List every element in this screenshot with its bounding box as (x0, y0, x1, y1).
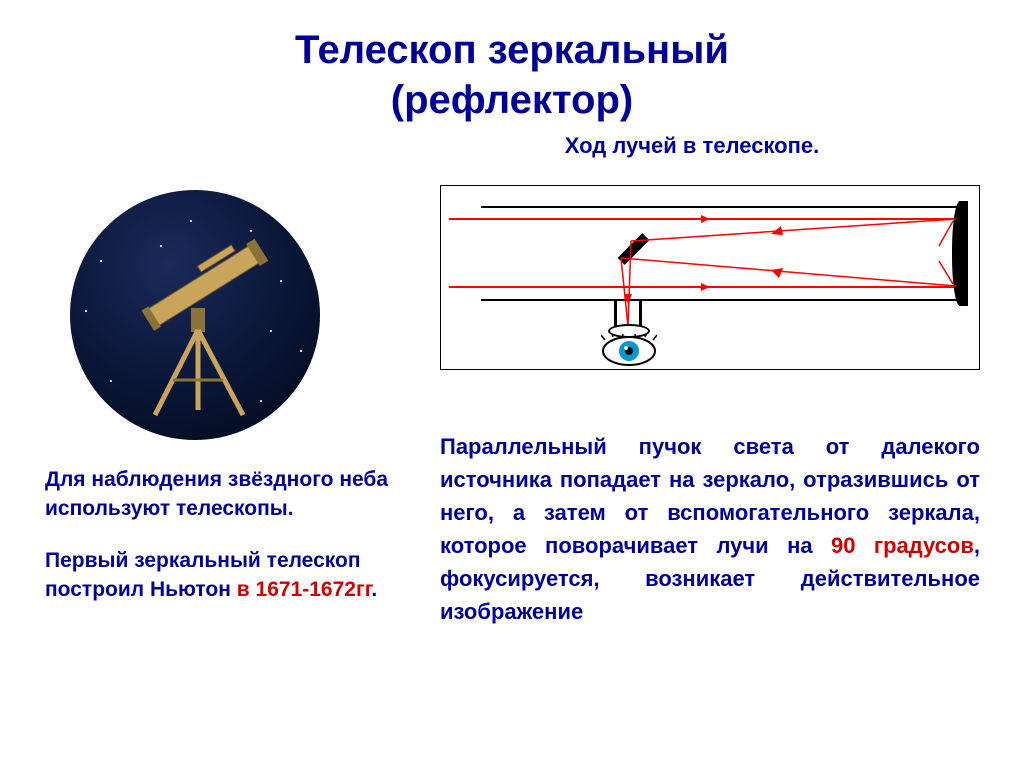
left-para-1: Для наблюдения звёздного неба используют… (45, 465, 395, 524)
para2-years: в 1671-1672гг (237, 578, 372, 601)
left-text-block: Для наблюдения звёздного неба используют… (45, 465, 395, 627)
star-dot (110, 380, 112, 382)
telescope-icon (115, 230, 280, 420)
eyepiece-wall-right (639, 301, 642, 327)
star-dot (300, 350, 302, 352)
caption-text: Ход лучей в телескопе. (565, 133, 819, 158)
right-text-block: Параллельный пучок света от далекого ист… (440, 430, 980, 628)
star-dot (190, 220, 192, 222)
star-dot (280, 280, 282, 282)
left-para-2: Первый зеркальный телескоп построил Ньют… (45, 546, 395, 605)
desc-angle: 90 градусов (831, 533, 974, 558)
title-line1: Телескоп зеркальный (295, 28, 729, 72)
star-dot (85, 310, 87, 312)
ray-diagram (440, 185, 980, 370)
diagram-caption: Ход лучей в телескопе. (0, 133, 1024, 159)
telescope-photo (70, 190, 320, 440)
star-dot (100, 260, 102, 262)
slide-title: Телескоп зеркальный (рефлектор) (0, 0, 1024, 125)
reflected-rays (441, 186, 981, 371)
title-line2: (рефлектор) (391, 78, 633, 122)
para2-tail: . (371, 578, 377, 601)
star-dot (120, 210, 122, 212)
eye-icon (601, 334, 657, 368)
eyepiece-wall-left (614, 301, 617, 327)
